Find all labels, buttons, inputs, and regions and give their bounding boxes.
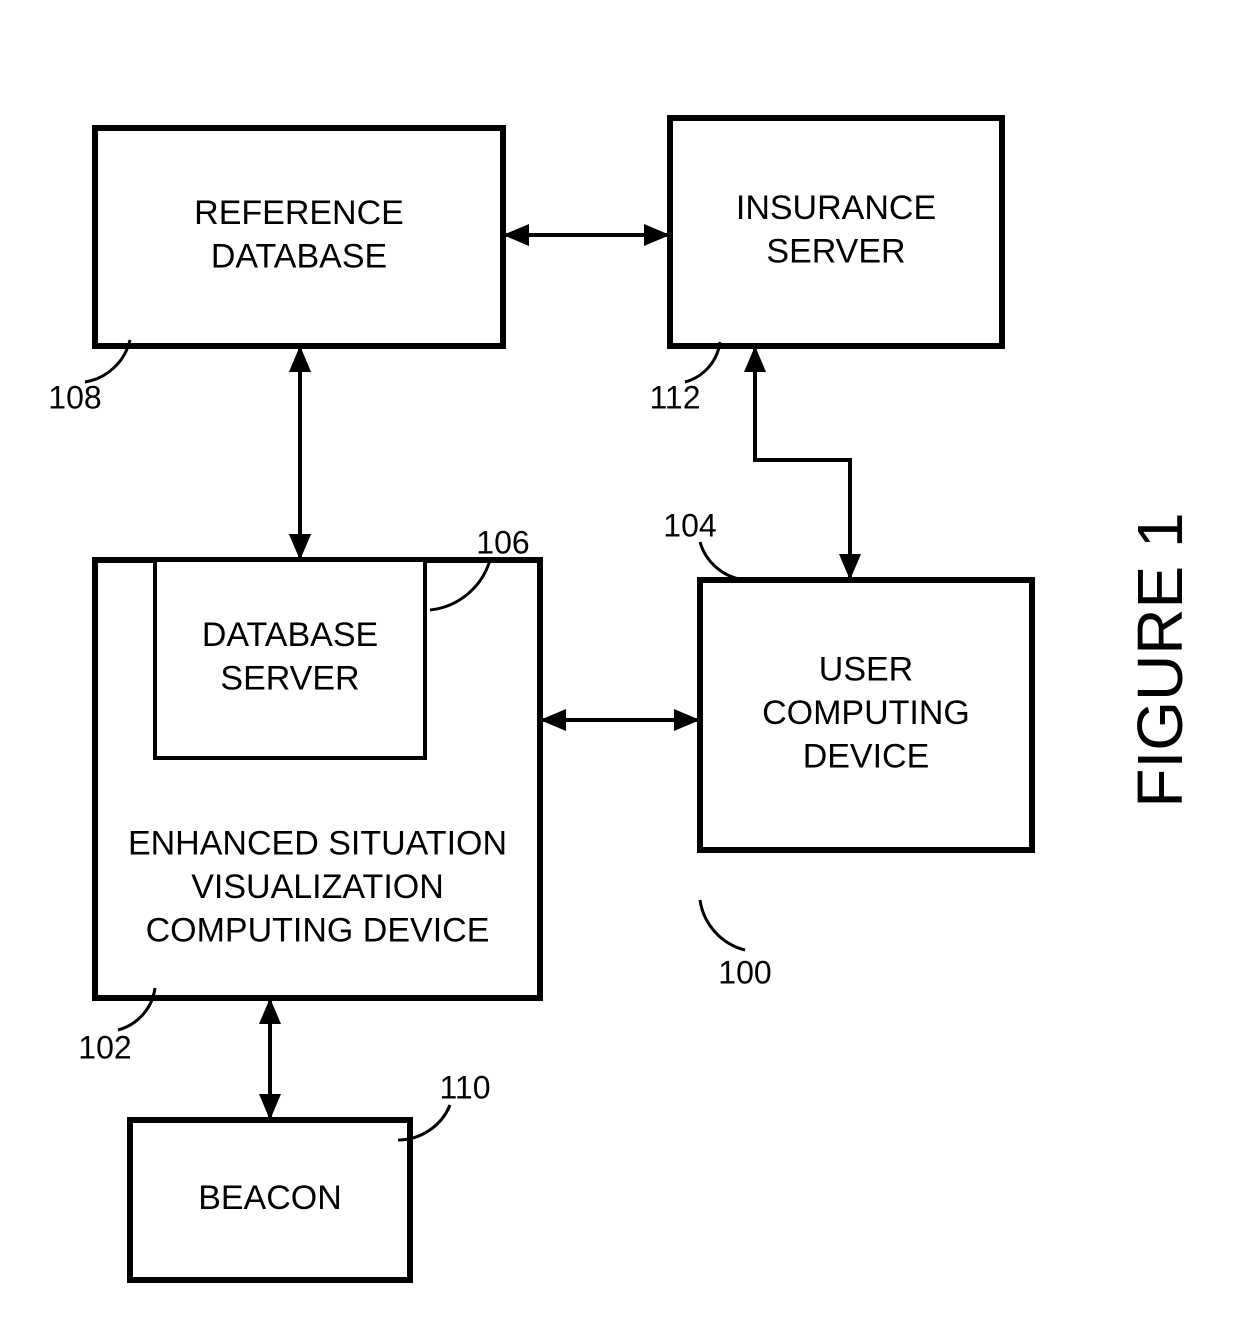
db_server-label: DATABASE xyxy=(202,616,378,654)
insurance-label: INSURANCE xyxy=(736,189,936,227)
user_device-label: COMPUTING xyxy=(762,694,970,732)
reference_db-node: REFERENCE DATABASE xyxy=(95,128,503,346)
esv-label: ENHANCED SITUATION xyxy=(128,824,507,862)
ref-112: 112 xyxy=(649,379,700,415)
esv-label: COMPUTING DEVICE xyxy=(146,912,490,950)
esv-label: VISUALIZATION xyxy=(191,868,444,906)
insurance-node: INSURANCE SERVER xyxy=(670,118,1002,346)
db_server-node: DATABASE SERVER xyxy=(155,560,425,758)
user_device-node: USER COMPUTING DEVICE xyxy=(700,580,1032,850)
ref-102: 102 xyxy=(78,1029,131,1065)
ref-110: 110 xyxy=(439,1069,490,1105)
ref-104: 104 xyxy=(663,507,716,543)
beacon-node: BEACON xyxy=(130,1120,410,1280)
reference_db-label: DATABASE xyxy=(211,238,387,276)
user_device-label: DEVICE xyxy=(803,738,930,776)
ref-106: 106 xyxy=(476,524,529,560)
figure-label: FIGURE 1 xyxy=(1124,512,1196,807)
insurance-label: SERVER xyxy=(766,233,905,271)
ref-108: 108 xyxy=(48,379,101,415)
user_device-label: USER xyxy=(819,650,913,688)
ref-100: 100 xyxy=(718,954,771,990)
beacon-label: BEACON xyxy=(198,1179,342,1217)
reference_db-label: REFERENCE xyxy=(194,194,404,232)
db_server-label: SERVER xyxy=(220,660,359,698)
